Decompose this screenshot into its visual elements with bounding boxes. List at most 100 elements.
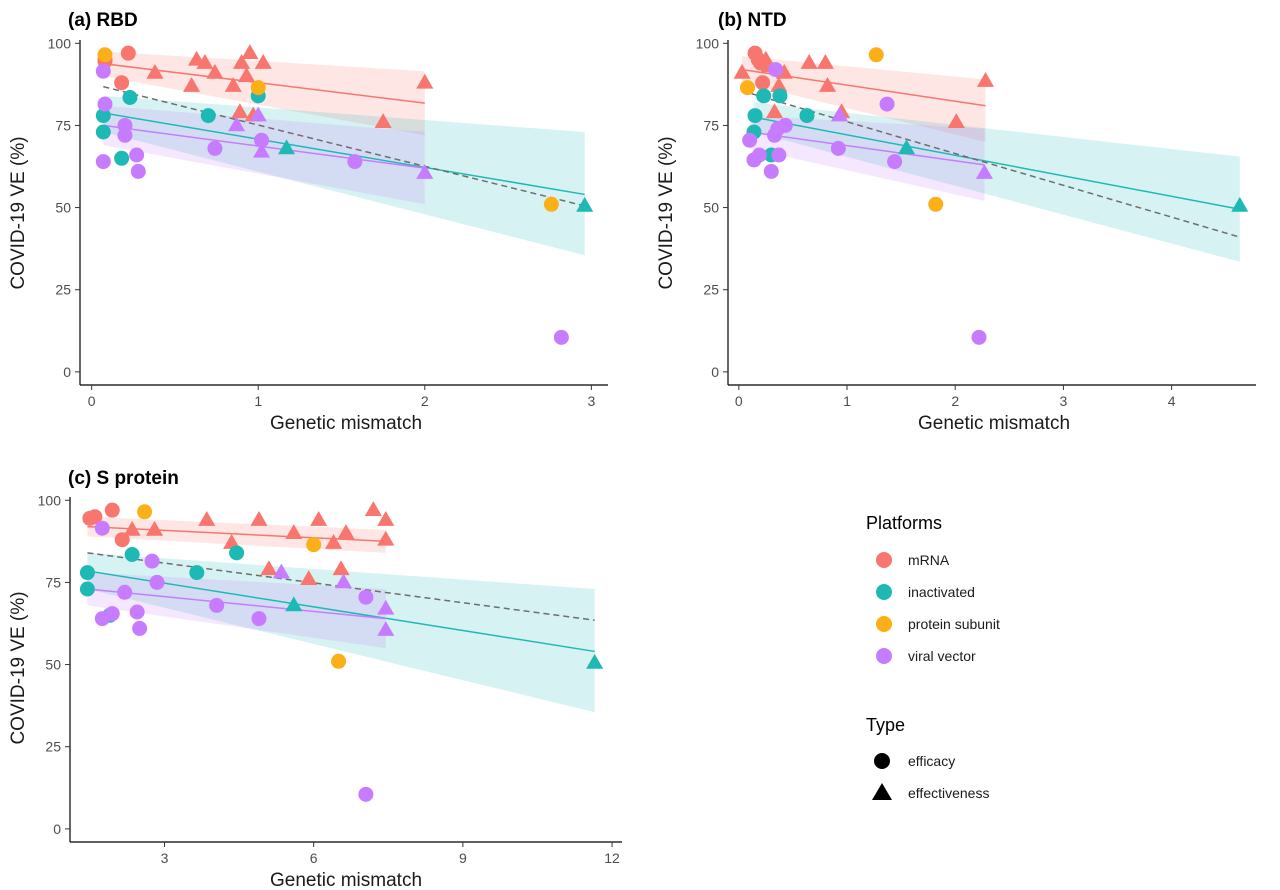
data-point-mrna-effectiveness (374, 113, 392, 128)
x-tick-label: 0 (88, 393, 96, 409)
data-point-inactivated-effectiveness (277, 139, 296, 155)
fit-line-overall (741, 90, 1240, 238)
y-tick-label: 0 (53, 821, 61, 837)
y-axis-title: COVID-19 VE (%) (8, 591, 29, 744)
data-point-viral-vector-effectiveness (377, 599, 395, 615)
data-point-inactivated-efficacy (79, 581, 95, 597)
data-point-mrna-effectiveness (364, 501, 382, 516)
data-point-viral-vector-efficacy (207, 140, 223, 156)
data-point-inactivated-effectiveness (285, 596, 303, 612)
data-point-viral-vector-efficacy (144, 553, 160, 569)
data-point-viral-vector-effectiveness (975, 164, 993, 179)
data-point-viral-vector-efficacy (129, 604, 145, 620)
legend-key-protein-subunit (876, 616, 892, 632)
plot-area: 0 25 50 75 100 3 6 9 12 (38, 492, 622, 866)
data-point-viral-vector-efficacy (132, 620, 148, 636)
x-axis-title: Genetic mismatch (270, 870, 422, 890)
data-point-viral-vector-effectiveness (272, 563, 290, 579)
data-point-inactivated-efficacy (229, 545, 245, 561)
data-point-inactivated-efficacy (772, 88, 788, 104)
data-point-inactivated-efficacy (124, 547, 140, 562)
data-point-viral-vector-efficacy (97, 96, 113, 112)
data-point-inactivated-effectiveness (1231, 196, 1249, 212)
legend-title-type: Type (866, 715, 905, 735)
data-point-inactivated-efficacy (95, 124, 111, 140)
data-point-viral-vector-efficacy (879, 96, 895, 112)
data-point-mrna-effectiveness (260, 560, 278, 576)
data-point-viral-vector-efficacy (117, 584, 133, 600)
data-point-viral-vector-efficacy (751, 147, 767, 163)
fit-line-overall (103, 85, 585, 207)
legend-title-platforms: Platforms (866, 513, 942, 533)
y-tick-label: 0 (63, 364, 71, 380)
plot-area: 0 25 50 75 100 0 1 2 3 (48, 35, 608, 409)
data-point-viral-vector-effectiveness (377, 621, 395, 636)
data-point-protein-subunit-efficacy (306, 537, 322, 553)
x-tick-label: 1 (843, 393, 851, 409)
data-point-mrna-effectiveness (233, 54, 251, 69)
data-point-viral-vector-effectiveness (334, 573, 353, 589)
fit-line-viral-vector (749, 131, 985, 166)
data-point-inactivated-effectiveness (576, 196, 594, 212)
x-tick-label: 1 (254, 393, 262, 409)
confidence-band-viral-vector (749, 115, 985, 201)
confidence-band-inactivated (87, 552, 595, 713)
data-point-mrna-effectiveness (250, 511, 268, 526)
x-tick-label: 3 (587, 393, 595, 409)
data-point-viral-vector-efficacy (771, 147, 787, 163)
data-point-viral-vector-efficacy (117, 127, 133, 143)
data-point-viral-vector-efficacy (95, 154, 111, 170)
y-tick-label: 75 (55, 117, 71, 133)
data-point-inactivated-effectiveness (586, 653, 604, 669)
data-point-mrna-effectiveness (733, 63, 751, 79)
legend-label-inactivated: inactivated (908, 584, 975, 600)
data-point-viral-vector-effectiveness (830, 106, 848, 122)
confidence-band-inactivated (103, 95, 585, 256)
x-tick-label: 3 (161, 850, 169, 866)
data-point-viral-vector-efficacy (358, 786, 374, 802)
data-point-mrna-effectiveness (325, 534, 343, 549)
data-point-protein-subunit-efficacy (331, 653, 347, 669)
data-point-mrna-effectiveness (310, 511, 328, 526)
confidence-band-viral-vector (87, 572, 386, 649)
data-point-inactivated-efficacy (200, 108, 216, 124)
data-point-viral-vector-efficacy (95, 63, 111, 79)
data-point-inactivated-effectiveness (897, 139, 916, 155)
x-tick-label: 4 (1168, 393, 1176, 409)
data-point-inactivated-efficacy (95, 108, 111, 124)
x-tick-label: 2 (421, 393, 429, 409)
data-point-mrna-effectiveness (196, 54, 214, 69)
plot-area: 0 25 50 75 100 0 1 2 3 4 (696, 35, 1256, 409)
y-axis-title: COVID-19 VE (%) (656, 136, 677, 289)
data-point-viral-vector-efficacy (763, 163, 779, 179)
data-point-mrna-effectiveness (337, 524, 355, 539)
data-point-mrna-effectiveness (377, 530, 395, 546)
data-point-inactivated-efficacy (189, 565, 205, 581)
data-point-mrna-efficacy (114, 75, 130, 91)
data-point-mrna-effectiveness (123, 520, 141, 536)
data-point-viral-vector-efficacy (209, 597, 225, 613)
legend-label-efficacy: efficacy (908, 753, 955, 769)
data-point-inactivated-efficacy (756, 88, 772, 104)
data-point-mrna-effectiveness (224, 77, 242, 92)
data-point-viral-vector-efficacy (971, 329, 987, 345)
data-point-protein-subunit-efficacy (739, 80, 755, 96)
data-point-mrna-effectiveness (818, 77, 837, 92)
legend-key-inactivated (876, 584, 892, 600)
panel-title: (b) NTD (718, 10, 787, 31)
data-point-inactivated-efficacy (799, 108, 815, 124)
data-point-mrna-effectiveness (145, 520, 164, 536)
data-point-inactivated-efficacy (747, 108, 763, 124)
legend-label-viral-vector: viral vector (908, 648, 976, 664)
y-tick-label: 75 (703, 117, 719, 133)
data-point-mrna-effectiveness (332, 560, 350, 576)
y-tick-label: 0 (711, 364, 719, 380)
data-point-mrna-efficacy (120, 45, 136, 61)
data-point-viral-vector-effectiveness (416, 164, 434, 179)
data-point-inactivated-efficacy (114, 150, 130, 166)
legend: Platforms mRNA inactivated protein subun… (866, 513, 1000, 801)
x-tick-label: 9 (459, 850, 467, 866)
data-point-mrna-effectiveness (254, 54, 272, 69)
y-axis-title: COVID-19 VE (%) (8, 136, 29, 289)
